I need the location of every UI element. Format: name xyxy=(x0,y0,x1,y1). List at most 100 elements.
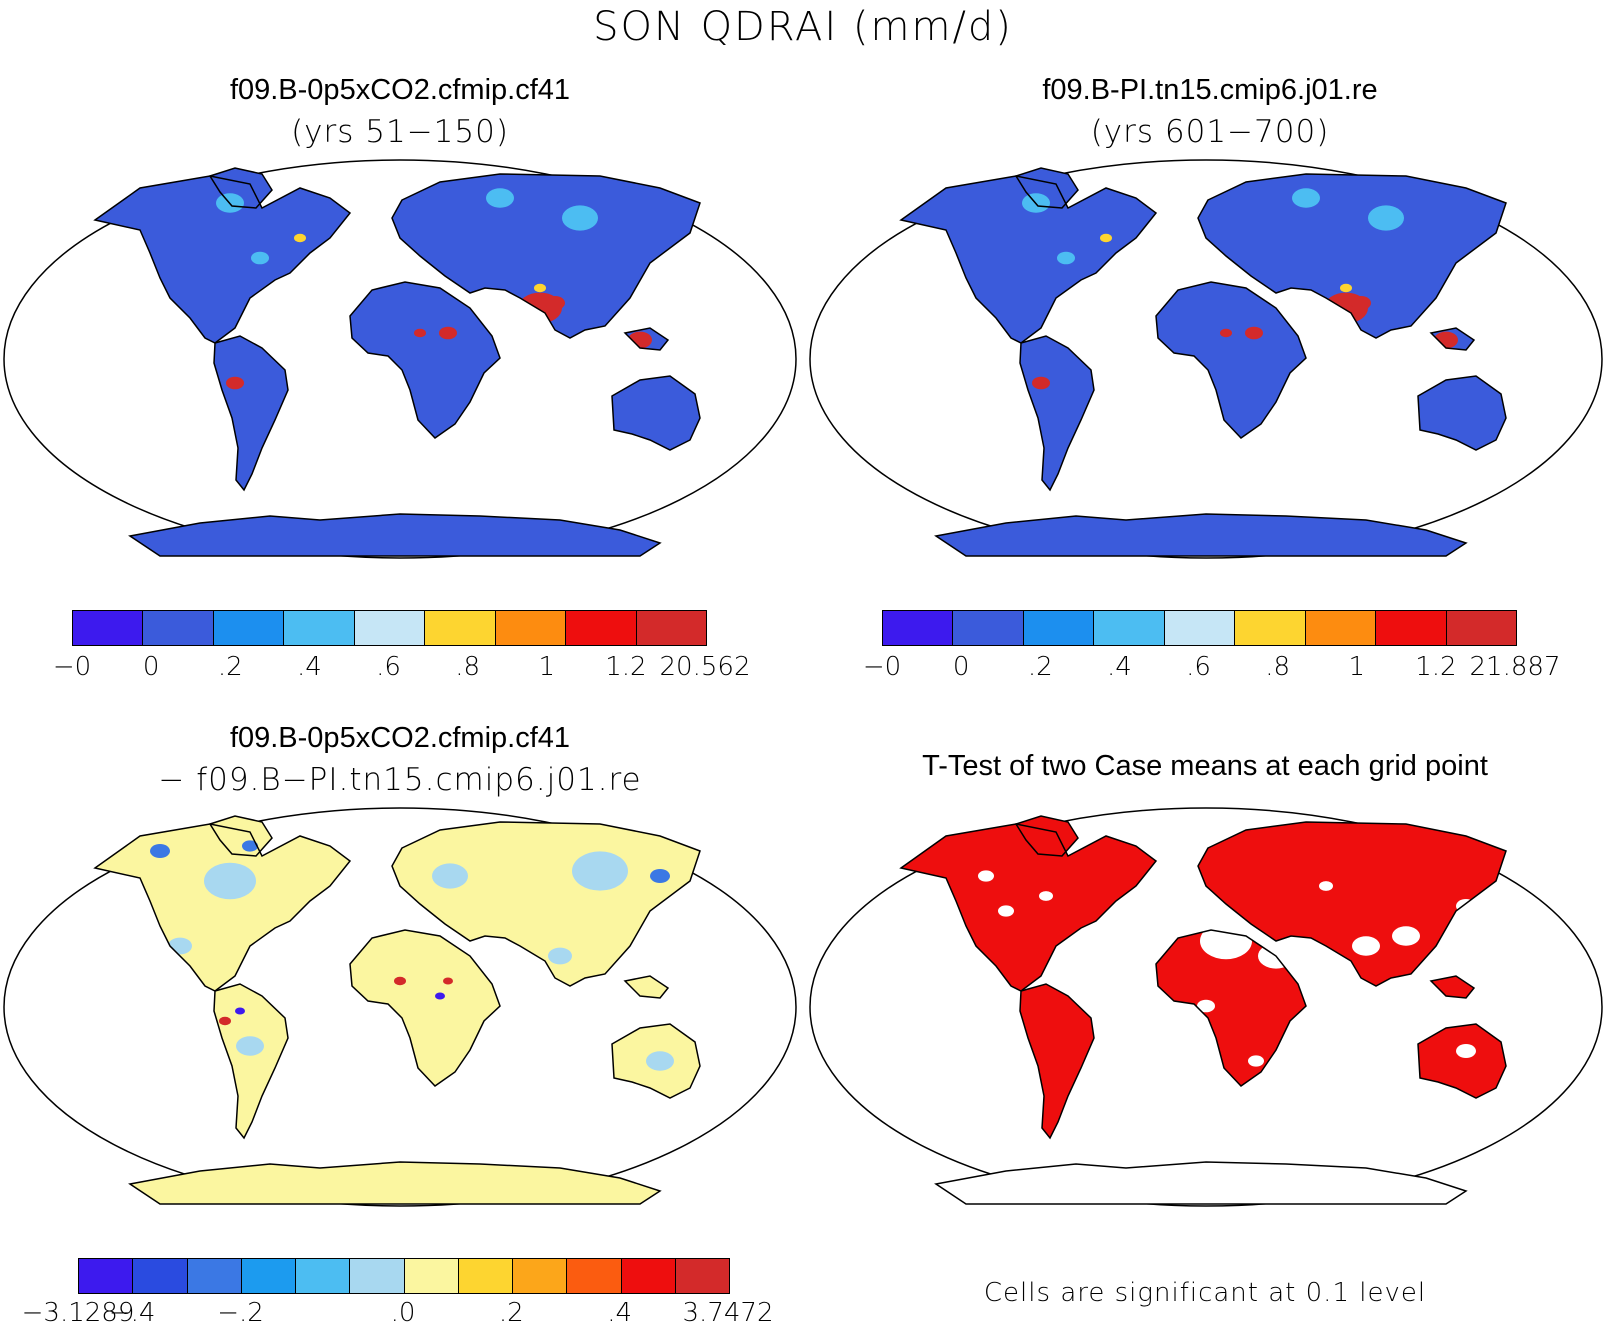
coastline xyxy=(899,175,1158,344)
panel4-map xyxy=(809,807,1603,1207)
coastline xyxy=(1429,975,1476,999)
colorbar-swatch xyxy=(1305,611,1377,645)
colorbar-swatch xyxy=(1164,611,1236,645)
colorbar-tick-label: 0 xyxy=(952,652,970,682)
colorbar-tick-label: .2 xyxy=(1027,652,1053,682)
colorbar-swatch xyxy=(513,1259,568,1293)
colorbar-swatch xyxy=(567,1259,622,1293)
panel1-colorbar xyxy=(72,610,707,646)
colorbar-tick-label: .4 xyxy=(296,652,322,682)
coastline xyxy=(1417,1023,1507,1099)
colorbar-tick-label: 3.7472 xyxy=(682,1298,774,1328)
colorbar-tick-label: 20.562 xyxy=(659,652,751,682)
colorbar-swatch xyxy=(143,611,214,645)
colorbar-swatch xyxy=(883,611,954,645)
coastline xyxy=(611,375,701,451)
colorbar-swatch xyxy=(1094,611,1165,645)
panel2-title: f09.B-PI.tn15.cmip6.j01.re xyxy=(1042,74,1378,106)
colorbar-tick-label: 0 xyxy=(142,652,160,682)
colorbar-swatch xyxy=(133,1259,188,1293)
colorbar-swatch xyxy=(458,1259,513,1293)
coastline xyxy=(391,173,701,339)
colorbar-tick-label: 1.2 xyxy=(605,652,647,682)
colorbar-tick-label: .2 xyxy=(217,652,243,682)
panel2-colorbar-ticks: −0 0 .2 .4 .6 .8 1 1.2 21.887 xyxy=(863,652,1561,686)
colorbar-swatch xyxy=(425,611,496,645)
panel3-colorbar xyxy=(78,1258,730,1294)
coastline xyxy=(1014,815,1079,857)
coastline xyxy=(1197,173,1507,339)
colorbar-swatch xyxy=(354,611,426,645)
coastline xyxy=(1417,375,1507,451)
colorbar-tick-label: −3.1289 xyxy=(21,1298,135,1328)
coastline xyxy=(934,513,1468,557)
coastline xyxy=(128,513,662,557)
colorbar-tick-label: −.2 xyxy=(217,1298,264,1328)
colorbar-swatch xyxy=(953,611,1024,645)
colorbar-swatch xyxy=(636,611,706,645)
coastline xyxy=(1197,821,1507,987)
coastline xyxy=(213,983,289,1140)
coastline xyxy=(1019,983,1095,1140)
panel2-subtitle: (yrs 601−700) xyxy=(1090,114,1330,150)
colorbar-tick-label: −0 xyxy=(52,652,92,682)
coastline xyxy=(213,335,289,492)
colorbar-tick-label: .0 xyxy=(390,1298,416,1328)
colorbar-swatch xyxy=(404,1259,459,1293)
coastline xyxy=(899,823,1158,992)
panel3-title: f09.B-0p5xCO2.cfmip.cf41 xyxy=(229,722,571,754)
coastline xyxy=(349,281,501,439)
colorbar-tick-label: 1 xyxy=(1348,652,1366,682)
colorbar-swatch xyxy=(79,1259,134,1293)
colorbar-swatch xyxy=(187,1259,242,1293)
colorbar-swatch xyxy=(284,611,355,645)
colorbar-swatch xyxy=(73,611,144,645)
coastline xyxy=(623,975,670,999)
colorbar-swatch xyxy=(675,1259,729,1293)
colorbar-tick-label: .2 xyxy=(498,1298,524,1328)
colorbar-tick-label: 1 xyxy=(538,652,556,682)
panel3-map xyxy=(3,807,797,1207)
panel3-colorbar-ticks: −3.1289 −.4 −.2 .0 .2 .4 3.7472 xyxy=(22,1298,774,1328)
colorbar-tick-label: 1.2 xyxy=(1415,652,1457,682)
colorbar-swatch xyxy=(495,611,567,645)
colorbar-swatch xyxy=(296,1259,351,1293)
coastline xyxy=(1155,929,1307,1087)
coastline xyxy=(128,1161,662,1205)
panel1-subtitle: (yrs 51−150) xyxy=(291,114,509,150)
colorbar-tick-label: .6 xyxy=(1186,652,1211,682)
colorbar-swatch xyxy=(1446,611,1516,645)
coastline xyxy=(208,167,273,209)
coastline xyxy=(93,175,352,344)
colorbar-tick-label: .4 xyxy=(607,1298,633,1328)
coastline xyxy=(391,821,701,987)
colorbar-swatch xyxy=(1376,611,1447,645)
colorbar-swatch xyxy=(566,611,637,645)
coastline xyxy=(349,929,501,1087)
colorbar-swatch xyxy=(350,1259,405,1293)
coastline xyxy=(1429,327,1476,351)
coastline xyxy=(1019,335,1095,492)
colorbar-tick-label: −.4 xyxy=(108,1298,156,1328)
colorbar-swatch xyxy=(241,1259,296,1293)
significance-note: Cells are significant at 0.1 level xyxy=(983,1278,1427,1308)
figure-title: SON QDRAI (mm/d) xyxy=(593,4,1013,50)
coastline xyxy=(1014,167,1079,209)
colorbar-tick-label: .8 xyxy=(455,652,481,682)
coastline xyxy=(93,823,352,992)
coastline xyxy=(623,327,670,351)
panel1-map xyxy=(3,159,797,559)
coastline xyxy=(208,815,273,857)
coastline xyxy=(611,1023,701,1099)
colorbar-tick-label: 21.887 xyxy=(1469,652,1561,682)
coastline xyxy=(934,1161,1468,1205)
colorbar-tick-label: .6 xyxy=(376,652,401,682)
panel4-title: T-Test of two Case means at each grid po… xyxy=(922,750,1488,782)
colorbar-tick-label: −0 xyxy=(862,652,902,682)
colorbar-swatch xyxy=(621,1259,676,1293)
panel3-subtitle: − f09.B−PI.tn15.cmip6.j01.re xyxy=(158,762,642,798)
colorbar-swatch xyxy=(1235,611,1306,645)
colorbar-swatch xyxy=(1023,611,1095,645)
colorbar-swatch xyxy=(213,611,285,645)
colorbar-tick-label: .8 xyxy=(1265,652,1291,682)
